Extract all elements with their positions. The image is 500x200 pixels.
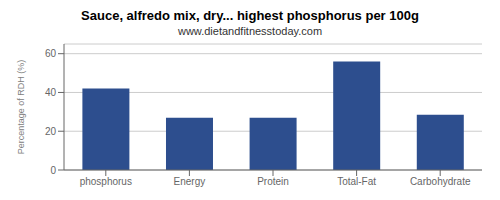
svg-text:0: 0 [50, 165, 56, 176]
svg-text:Percentage of RDH (%): Percentage of RDH (%) [16, 60, 26, 155]
svg-text:20: 20 [45, 126, 57, 137]
svg-text:60: 60 [45, 48, 57, 59]
svg-text:Carbohydrate: Carbohydrate [410, 176, 471, 187]
svg-text:Protein: Protein [257, 176, 289, 187]
svg-text:phosphorus: phosphorus [80, 176, 132, 187]
html-text:www.dietandfitnesstoday.com: www.dietandfitnesstoday.com [178, 25, 322, 37]
svg-text:Energy: Energy [174, 176, 206, 187]
html-text:Sauce, alfredo mix, dry... hig: Sauce, alfredo mix, dry... highest phosp… [81, 8, 419, 23]
svg-text:40: 40 [45, 87, 57, 98]
svg-text:Total-Fat: Total-Fat [337, 176, 376, 187]
